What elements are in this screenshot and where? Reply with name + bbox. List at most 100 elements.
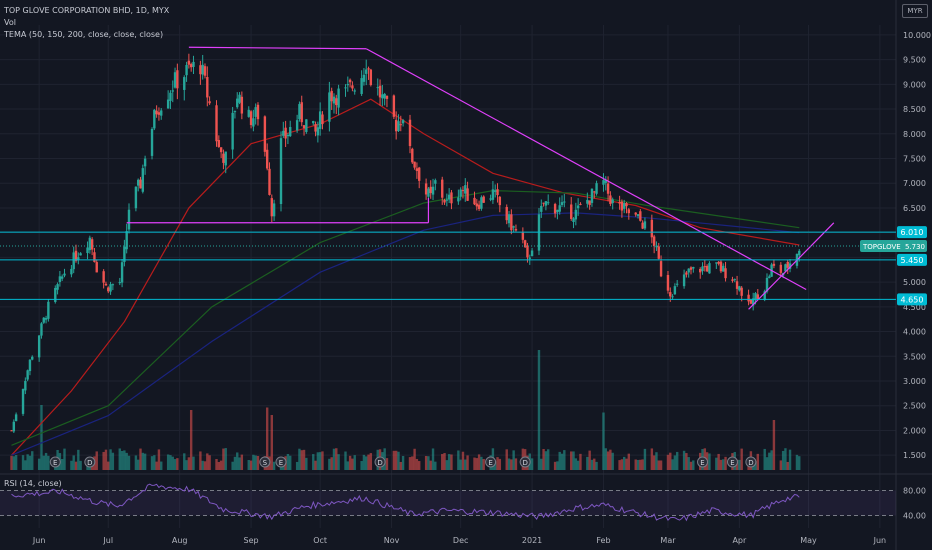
volume-bar [143, 453, 147, 470]
volume-bar [424, 455, 428, 470]
price-tick-label: 8.000 [903, 130, 926, 139]
candle-body [445, 199, 449, 201]
candle-body [353, 90, 356, 92]
drawings[interactable] [0, 46, 896, 310]
event-marker [726, 456, 738, 468]
event-marker [374, 456, 386, 468]
volume-bar [208, 455, 211, 470]
volume-bar [740, 448, 743, 470]
candle-body [376, 87, 379, 89]
candle-body [392, 95, 396, 117]
rsi-legend[interactable]: RSI (14, close) [4, 479, 62, 488]
candle-body [268, 168, 271, 195]
rsi-band [0, 490, 896, 516]
candle-body [173, 72, 177, 88]
volume-bar [427, 456, 430, 470]
volume-bar [586, 456, 589, 470]
candle-body [70, 268, 73, 275]
candle-body [689, 267, 693, 270]
volume-bar [199, 451, 202, 470]
time-tick-label: Feb [596, 536, 610, 545]
candle-body [675, 283, 679, 285]
price-tick-label: 4.500 [903, 303, 926, 312]
volume-bar [708, 453, 711, 470]
volume-bar [505, 449, 508, 470]
price-tick-label: 9.500 [903, 56, 926, 65]
volume-bar [362, 454, 366, 470]
candle-body [143, 158, 147, 167]
rsi-pane[interactable]: 80.00 40.00 [0, 483, 926, 522]
candle-body [692, 266, 695, 269]
volume-bar [496, 457, 499, 470]
volume-bar [397, 451, 400, 470]
currency-button[interactable]: MYR [902, 4, 928, 18]
volume-bar [655, 452, 658, 470]
event-marker-label: S [263, 459, 268, 467]
candle-body [203, 66, 207, 76]
candle-body [109, 284, 112, 292]
price-tick-label: 3.500 [903, 352, 926, 361]
volume-bar [411, 456, 414, 470]
candle-body [337, 88, 340, 108]
candle-body [699, 268, 702, 273]
tema-legend[interactable]: TEMA (50, 150, 200, close, close, close) [4, 30, 164, 39]
event-marker [485, 456, 497, 468]
volume-bar [498, 458, 502, 470]
candle-body [397, 121, 400, 132]
candle-body [365, 69, 368, 74]
candle-body [556, 209, 559, 213]
volume-bar [611, 452, 614, 470]
candle-body [418, 167, 421, 181]
candle-body [441, 179, 444, 198]
candle-body [263, 116, 267, 152]
candle-body [302, 125, 306, 128]
candle-body [26, 370, 29, 380]
event-marker [519, 456, 531, 468]
volume-legend[interactable]: Vol [4, 18, 16, 27]
volume-bar [546, 449, 550, 470]
candle-body [72, 252, 75, 270]
candle-body [284, 127, 287, 139]
volume-bar [542, 449, 545, 470]
trendline [365, 48, 807, 291]
volume-bar [150, 456, 154, 470]
volume-bar [222, 448, 225, 470]
volume-bar [155, 461, 158, 470]
volume-bar [401, 455, 405, 470]
symbol-title[interactable]: TOP GLOVE CORPORATION BHD, 1D, MYX [4, 6, 170, 15]
candle-body [510, 214, 513, 231]
volume-bar [641, 459, 644, 470]
volume-bar [305, 457, 308, 470]
candle-body [169, 92, 172, 101]
candle-body [639, 211, 642, 221]
candle-body [166, 99, 170, 109]
volume-bar [240, 454, 244, 470]
volume-bar [295, 461, 299, 470]
candle-body [604, 180, 607, 183]
rsi-tick-label: 40.00 [903, 512, 926, 521]
candle-body [641, 222, 644, 229]
volume-bar [254, 455, 257, 470]
price-tick-label: 8.500 [903, 105, 926, 114]
candle-body [618, 202, 621, 204]
candle-body [150, 128, 154, 156]
price-axis[interactable]: 10.000 9.500 9.000 8.500 8.000 7.500 7.000 6.50… [903, 31, 931, 460]
candle-body [318, 111, 322, 129]
candle-body [788, 263, 792, 269]
volume-bar [134, 455, 138, 470]
candle-body [286, 134, 290, 137]
volume-bar [464, 459, 467, 470]
volume-bar [779, 460, 783, 470]
volume-bar [450, 454, 453, 470]
candle-body [408, 119, 412, 147]
volume-bar [102, 451, 105, 470]
time-axis[interactable]: Jun Jul Aug Sep Oct Nov Dec 2021 Feb Mar Apr May Jun [32, 536, 886, 545]
candle-body [399, 124, 402, 126]
candle-body [335, 98, 338, 106]
candle-body [344, 87, 347, 89]
volume-bar [332, 448, 336, 470]
candle-body [90, 239, 94, 250]
candle-body [153, 109, 156, 129]
